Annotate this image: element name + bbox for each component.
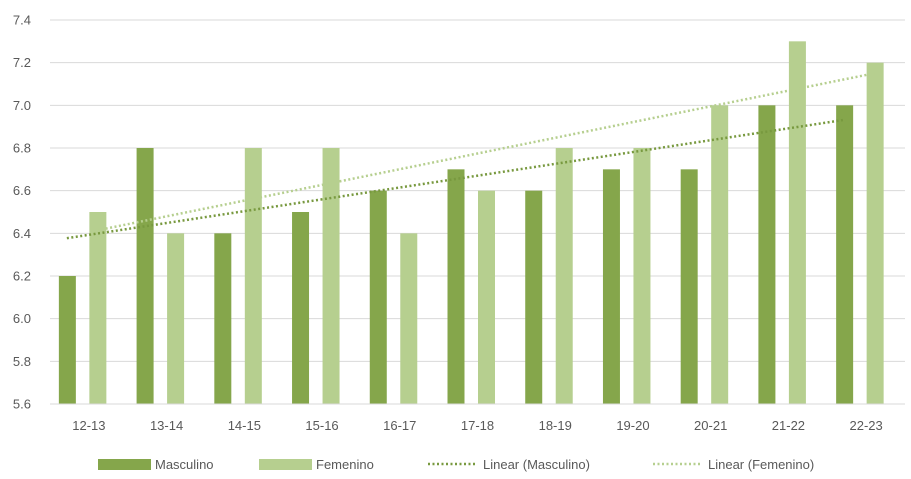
x-tick-label: 12-13 — [72, 418, 105, 433]
legend-label: Femenino — [316, 457, 374, 472]
legend: Masculino Femenino Linear (Masculino) Linea… — [98, 457, 814, 472]
y-tick-label: 7.0 — [13, 98, 31, 113]
bar-masculino — [214, 233, 232, 404]
bar-femenino — [866, 62, 884, 405]
gridlines — [50, 19, 905, 362]
legend-swatch — [259, 459, 312, 470]
bar-femenino — [244, 148, 262, 404]
y-tick-label: 5.8 — [13, 354, 31, 369]
x-tick-label: 16-17 — [383, 418, 416, 433]
x-tick-label: 19-20 — [616, 418, 649, 433]
y-tick-label: 6.4 — [13, 226, 31, 241]
bar-masculino — [369, 190, 387, 404]
x-tick-label: 18-19 — [539, 418, 572, 433]
legend-item: Linear (Femenino) — [653, 457, 814, 472]
bar-femenino — [788, 41, 806, 404]
bar-femenino — [478, 190, 495, 404]
x-tick-label: 15-16 — [305, 418, 338, 433]
y-axis-ticks: 5.6 5.8 6.0 6.2 6.4 6.6 6.8 7.0 7.2 7.4 — [13, 13, 31, 412]
legend-label: Linear (Masculino) — [483, 457, 590, 472]
x-tick-label: 17-18 — [461, 418, 494, 433]
bar-masculino — [602, 169, 620, 404]
y-tick-label: 6.8 — [13, 141, 31, 156]
bar-femenino — [633, 148, 651, 404]
y-tick-label: 6.0 — [13, 311, 31, 326]
bar-femenino — [89, 212, 107, 404]
x-tick-label: 14-15 — [228, 418, 261, 433]
bar-femenino — [555, 148, 573, 404]
bar-masculino — [836, 105, 854, 404]
legend-item: Femenino — [259, 457, 374, 472]
bar-masculino — [680, 169, 698, 404]
bars — [58, 41, 884, 405]
legend-label: Masculino — [155, 457, 214, 472]
bar-masculino — [292, 212, 310, 404]
bar-femenino — [322, 148, 340, 404]
bar-masculino — [447, 169, 465, 404]
bar-masculino — [136, 148, 154, 404]
y-tick-label: 7.4 — [13, 13, 31, 28]
legend-item: Masculino — [98, 457, 214, 472]
bar-masculino — [525, 190, 543, 404]
bar-masculino — [758, 105, 776, 404]
bar-femenino — [711, 105, 729, 404]
trendlines — [66, 72, 875, 240]
bar-masculino — [58, 276, 76, 404]
legend-item: Linear (Masculino) — [428, 457, 590, 472]
bar-femenino — [400, 233, 418, 404]
trendline-masculino — [66, 118, 845, 240]
legend-swatch — [98, 459, 151, 470]
x-tick-label: 20-21 — [694, 418, 727, 433]
bar-femenino — [167, 233, 185, 404]
legend-label: Linear (Femenino) — [708, 457, 814, 472]
x-axis-ticks: 12-13 13-14 14-15 15-16 16-17 17-18 18-19 19-20… — [72, 418, 883, 433]
trendline-femenino — [96, 72, 875, 232]
y-tick-label: 6.6 — [13, 183, 31, 198]
x-tick-label: 13-14 — [150, 418, 183, 433]
y-tick-label: 7.2 — [13, 55, 31, 70]
x-tick-label: 22-23 — [850, 418, 883, 433]
y-tick-label: 5.6 — [13, 397, 31, 412]
y-tick-label: 6.2 — [13, 269, 31, 284]
x-tick-label: 21-22 — [772, 418, 805, 433]
